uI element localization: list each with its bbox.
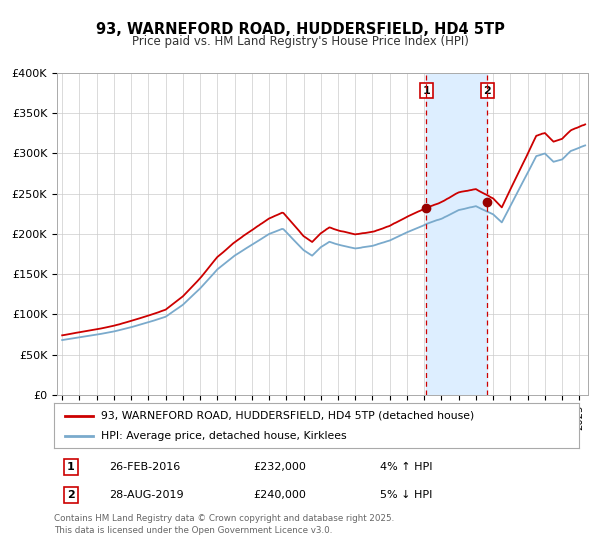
Text: 93, WARNEFORD ROAD, HUDDERSFIELD, HD4 5TP (detached house): 93, WARNEFORD ROAD, HUDDERSFIELD, HD4 5T… [101, 410, 475, 421]
Text: HPI: Average price, detached house, Kirklees: HPI: Average price, detached house, Kirk… [101, 431, 347, 441]
Text: Price paid vs. HM Land Registry's House Price Index (HPI): Price paid vs. HM Land Registry's House … [131, 35, 469, 48]
Text: Contains HM Land Registry data © Crown copyright and database right 2025.
This d: Contains HM Land Registry data © Crown c… [54, 514, 394, 535]
Text: 1: 1 [67, 462, 75, 472]
Text: 93, WARNEFORD ROAD, HUDDERSFIELD, HD4 5TP: 93, WARNEFORD ROAD, HUDDERSFIELD, HD4 5T… [95, 22, 505, 38]
Text: 28-AUG-2019: 28-AUG-2019 [109, 490, 184, 500]
Text: 26-FEB-2016: 26-FEB-2016 [109, 462, 181, 472]
Text: 4% ↑ HPI: 4% ↑ HPI [380, 462, 432, 472]
Text: £232,000: £232,000 [254, 462, 307, 472]
Text: 5% ↓ HPI: 5% ↓ HPI [380, 490, 432, 500]
Text: 2: 2 [67, 490, 75, 500]
Text: 1: 1 [422, 86, 430, 96]
Text: £240,000: £240,000 [254, 490, 307, 500]
Text: 2: 2 [484, 86, 491, 96]
Bar [426, 73, 487, 395]
